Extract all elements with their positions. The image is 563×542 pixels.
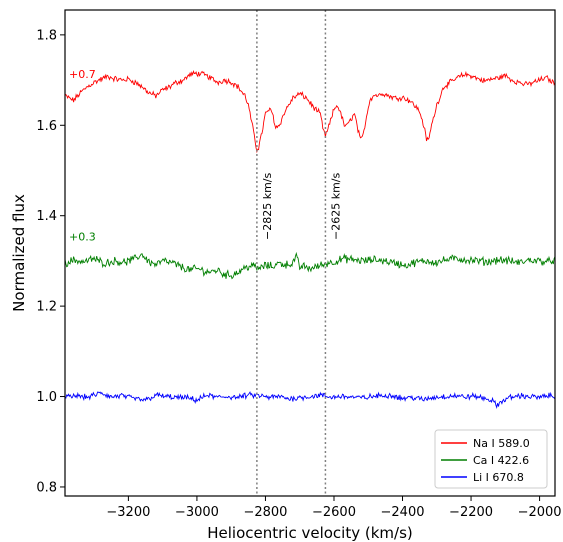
legend-box (434, 429, 548, 489)
x-tick-label: −3200 (106, 505, 150, 520)
y-tick-label: 1.4 (36, 209, 57, 224)
y-tick-label: 1.8 (36, 28, 57, 43)
legend: Na I 589.0 Ca I 422.6 Li I 670.8 (434, 429, 548, 489)
x-axis-ticks: −3200 −3000 −2800 −2600 −2400 −2200 −2000 (106, 496, 562, 520)
velocity-marker-label-1: −2625 km/s (329, 173, 342, 240)
series-offset-label-1: +0.3 (69, 231, 96, 244)
x-tick-label: −2400 (381, 505, 425, 520)
x-tick-label: −2000 (518, 505, 562, 520)
velocity-markers: −2825 km/s −2625 km/s (256, 10, 342, 496)
x-tick-label: −2600 (312, 505, 356, 520)
x-tick-label: −3000 (175, 505, 219, 520)
legend-entry-0: Na I 589.0 (473, 437, 530, 450)
series-lines (64, 70, 556, 410)
legend-entry-2: Li I 670.8 (473, 471, 524, 484)
y-tick-label: 1.6 (36, 119, 57, 134)
series-offset-labels: +0.7 +0.3 (69, 68, 96, 244)
x-axis-label: Heliocentric velocity (km/s) (207, 524, 413, 542)
legend-entry-1: Ca I 422.6 (473, 454, 529, 467)
y-tick-label: 0.8 (36, 480, 57, 495)
series-offset-label-0: +0.7 (69, 68, 96, 81)
velocity-marker-label-0: −2825 km/s (261, 173, 274, 240)
y-axis-ticks: 0.8 1.0 1.2 1.4 1.6 1.8 (36, 28, 65, 495)
series-line-0 (64, 70, 556, 154)
y-tick-label: 1.0 (36, 390, 57, 405)
y-tick-label: 1.2 (36, 300, 57, 315)
x-tick-label: −2800 (243, 505, 287, 520)
y-axis-label: Normalized flux (10, 194, 28, 312)
series-line-2 (64, 391, 556, 410)
plot-frame (64, 9, 556, 497)
x-tick-label: −2200 (449, 505, 493, 520)
series-line-1 (64, 251, 556, 280)
